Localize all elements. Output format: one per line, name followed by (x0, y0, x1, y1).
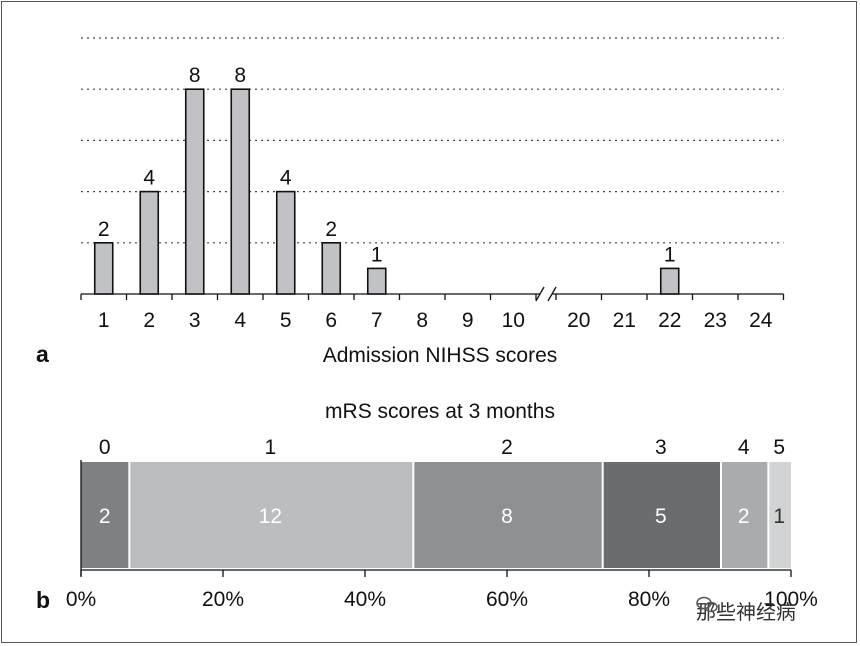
x-tick-label-21: 21 (613, 309, 636, 332)
bar-7 (366, 267, 387, 295)
bar-value-label-7: 1 (371, 243, 383, 266)
segment-category-label-4: 4 (738, 436, 750, 459)
segment-mrs-2 (414, 462, 602, 568)
bar-value-label-22: 1 (664, 243, 676, 266)
x-tick-label-80%: 80% (628, 588, 670, 611)
x-tick-label-40%: 40% (344, 588, 386, 611)
segment-category-label-0: 0 (99, 436, 111, 459)
panel-letter-b: b (36, 587, 50, 613)
bar-5 (275, 190, 296, 295)
segment-count-label-0: 2 (99, 505, 111, 528)
bar-6 (321, 242, 342, 295)
x-tick-label-20: 20 (567, 309, 590, 332)
panel-letter-a: a (36, 341, 49, 367)
bar-3 (184, 88, 205, 295)
x-tick-label-9: 9 (462, 309, 474, 332)
bar-2 (139, 190, 160, 295)
segment-category-label-1: 1 (264, 436, 276, 459)
segment-category-label-2: 2 (501, 436, 513, 459)
segment-count-label-4: 2 (738, 505, 750, 528)
segment-mrs-4 (722, 462, 768, 568)
x-tick-label-20%: 20% (202, 588, 244, 611)
segment-count-label-1: 12 (259, 505, 282, 528)
bar-22 (659, 267, 680, 295)
segment-mrs-5 (769, 462, 791, 568)
x-tick-label-8: 8 (416, 309, 428, 332)
wechat-icon (696, 596, 718, 613)
bar-1 (93, 242, 114, 295)
bar-value-label-4: 8 (234, 64, 246, 87)
x-tick-label-100%: 100% (764, 588, 818, 611)
x-tick-label-6: 6 (325, 309, 337, 332)
segment-mrs-3 (603, 462, 720, 568)
x-tick-label-60%: 60% (486, 588, 528, 611)
segment-mrs-1 (130, 462, 413, 568)
x-tick-label-10: 10 (502, 309, 525, 332)
bar-value-label-1: 2 (98, 218, 110, 241)
x-tick-label-23: 23 (704, 309, 727, 332)
x-tick-label-0%: 0% (66, 588, 96, 611)
segment-category-label-3: 3 (655, 436, 667, 459)
bar-4 (230, 88, 251, 295)
bar-value-label-5: 4 (280, 167, 292, 190)
x-tick-label-1: 1 (98, 309, 110, 332)
x-tick-label-24: 24 (749, 309, 773, 332)
bar-value-label-2: 4 (143, 167, 155, 190)
x-axis-title: Admission NIHSS scores (323, 344, 558, 367)
x-tick-label-4: 4 (234, 309, 246, 332)
chart-title: mRS scores at 3 months (325, 400, 555, 423)
segment-count-label-3: 5 (655, 505, 667, 528)
x-tick-label-3: 3 (189, 309, 201, 332)
watermark: 那些神经病 (696, 596, 796, 625)
x-tick-label-5: 5 (280, 309, 292, 332)
segment-count-label-5: 1 (773, 505, 785, 528)
segment-count-label-2: 8 (501, 505, 513, 528)
axis-break-mark (547, 286, 557, 302)
axis-break-mark (535, 286, 545, 302)
x-tick-label-7: 7 (371, 309, 383, 332)
segment-category-label-5: 5 (773, 436, 785, 459)
bar-value-label-6: 2 (325, 218, 337, 241)
bar-value-label-3: 8 (189, 64, 201, 87)
x-tick-label-2: 2 (143, 309, 155, 332)
segment-mrs-0 (81, 462, 129, 568)
x-tick-label-22: 22 (658, 309, 681, 332)
